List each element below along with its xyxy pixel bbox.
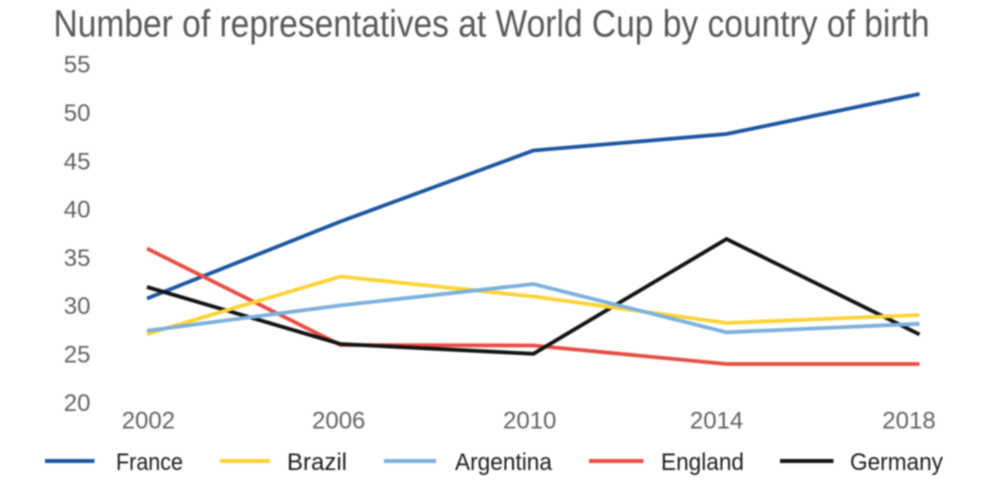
- svg-text:50: 50: [64, 100, 91, 127]
- svg-text:2002: 2002: [122, 408, 175, 435]
- svg-text:Germany: Germany: [850, 449, 943, 476]
- svg-text:30: 30: [64, 293, 91, 320]
- svg-text:Number of representatives at W: Number of representatives at World Cup b…: [54, 4, 930, 46]
- svg-text:55: 55: [64, 52, 91, 79]
- svg-text:2006: 2006: [312, 408, 365, 435]
- svg-text:35: 35: [64, 245, 91, 272]
- svg-text:2014: 2014: [690, 408, 743, 435]
- svg-text:20: 20: [64, 390, 91, 417]
- svg-text:2018: 2018: [882, 408, 935, 435]
- svg-text:40: 40: [64, 197, 91, 224]
- svg-text:2010: 2010: [503, 408, 556, 435]
- svg-text:Brazil: Brazil: [287, 449, 347, 476]
- svg-text:45: 45: [64, 148, 91, 175]
- svg-text:England: England: [661, 449, 744, 476]
- svg-text:France: France: [116, 449, 183, 476]
- svg-text:Argentina: Argentina: [455, 449, 553, 476]
- svg-text:25: 25: [64, 341, 91, 368]
